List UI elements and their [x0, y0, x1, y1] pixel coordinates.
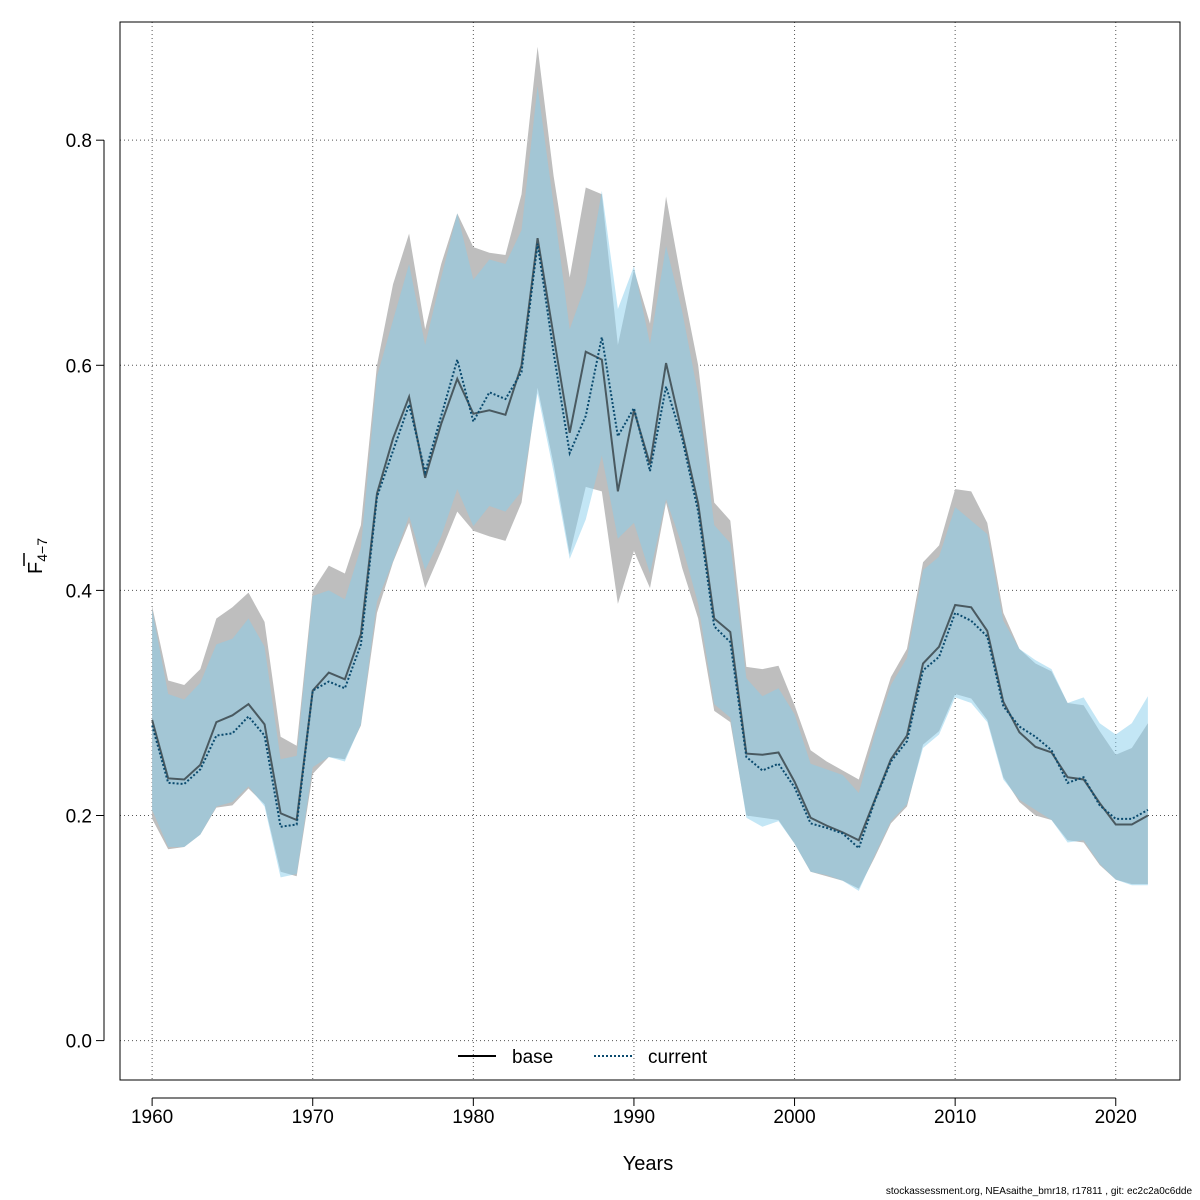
y-tick-label: 0.8 [66, 131, 92, 152]
legend-label-current: current [648, 1047, 708, 1068]
footer-note: stockassessment.org, NEAsaithe_bmr18, r1… [885, 1186, 1192, 1197]
y-tick-label: 0.2 [66, 807, 92, 828]
legend: base current [458, 1047, 708, 1068]
x-tick-label: 2010 [934, 1107, 976, 1128]
y-tick-label: 0.0 [66, 1032, 92, 1053]
x-tick-label: 2020 [1095, 1107, 1137, 1128]
svg-text:F4−7: F4−7 [25, 538, 50, 574]
x-tick-label: 2000 [773, 1107, 815, 1128]
plot-frame [119, 21, 1181, 1081]
series-line-base [151, 237, 1149, 842]
series-lines [151, 237, 1149, 850]
x-tick-label: 1990 [613, 1107, 655, 1128]
axes: 1960 1970 1980 1990 2000 2010 2020 0.0 0.2 0.4 0.6… [66, 21, 1181, 1128]
x-tick-label: 1960 [131, 1107, 173, 1128]
confidence-band-current [152, 86, 1148, 891]
y-axis-title: F4−7 [23, 538, 50, 574]
y-tick-label: 0.6 [66, 356, 92, 377]
x-axis-title: Years [623, 1153, 673, 1175]
y-axis-title-main: F [25, 562, 47, 574]
x-tick-label: 1970 [292, 1107, 334, 1128]
y-tick-label: 0.4 [66, 581, 93, 602]
y-axis-title-sub: 4−7 [34, 538, 50, 562]
series-line-current [151, 243, 1149, 850]
x-tick-label: 1980 [452, 1107, 494, 1128]
legend-label-base: base [512, 1047, 553, 1068]
